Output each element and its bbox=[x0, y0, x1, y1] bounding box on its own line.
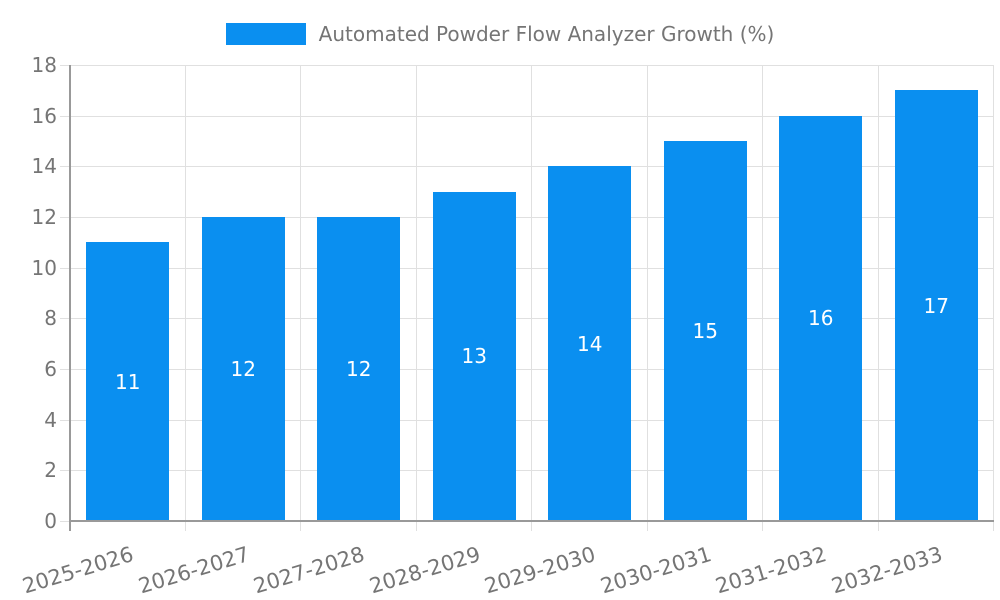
x-tick-label: 2029-2030 bbox=[481, 542, 599, 599]
gridline-vertical bbox=[184, 65, 186, 521]
bar: 13 bbox=[432, 191, 516, 521]
gridline-horizontal bbox=[70, 318, 994, 320]
gridline-horizontal bbox=[70, 115, 994, 117]
bar-value-label: 13 bbox=[461, 344, 487, 369]
y-tick-label: 16 bbox=[31, 103, 57, 128]
gridline-vertical bbox=[415, 65, 417, 521]
bar: 11 bbox=[86, 242, 170, 521]
bar-value-label: 15 bbox=[692, 319, 718, 343]
bar-value-label: 17 bbox=[923, 293, 949, 318]
gridline-horizontal bbox=[70, 217, 994, 218]
x-tick-label: 2027-2028 bbox=[250, 542, 368, 599]
y-axis-line bbox=[69, 65, 71, 531]
y-tick-label: 0 bbox=[44, 509, 57, 533]
x-tick-mark bbox=[877, 521, 879, 531]
y-tick-label: 10 bbox=[31, 255, 57, 280]
y-tick-mark bbox=[60, 369, 70, 370]
x-tick-label: 2025-2026 bbox=[19, 542, 137, 599]
gridline-horizontal bbox=[70, 470, 994, 472]
gridline-vertical bbox=[646, 65, 648, 521]
y-tick-label: 2 bbox=[44, 458, 57, 483]
bar: 16 bbox=[779, 115, 863, 521]
gridline-vertical bbox=[877, 65, 879, 521]
x-tick-label: 2028-2029 bbox=[366, 542, 483, 599]
y-tick-label: 8 bbox=[44, 306, 57, 331]
x-axis-line bbox=[70, 520, 994, 522]
gridline-horizontal bbox=[70, 166, 994, 168]
legend-label: Automated Powder Flow Analyzer Growth (%… bbox=[318, 22, 775, 46]
x-tick-mark bbox=[646, 521, 648, 531]
y-tick-mark bbox=[60, 419, 70, 421]
x-tick-label: 2032-2033 bbox=[828, 542, 945, 599]
bar-value-label: 11 bbox=[115, 369, 141, 394]
bar: 12 bbox=[317, 217, 401, 521]
gridline-horizontal bbox=[70, 267, 994, 269]
x-tick-mark bbox=[531, 521, 532, 531]
y-tick-label: 6 bbox=[44, 357, 57, 381]
y-tick-mark bbox=[60, 115, 70, 117]
x-tick-label: 2031-2032 bbox=[712, 542, 830, 599]
bar-value-label: 12 bbox=[346, 357, 372, 381]
x-tick-mark bbox=[300, 521, 301, 531]
gridline-horizontal bbox=[70, 65, 994, 66]
x-tick-mark bbox=[184, 521, 186, 531]
y-tick-mark bbox=[60, 267, 70, 269]
gridline-vertical bbox=[531, 65, 532, 521]
bar-value-label: 12 bbox=[230, 357, 256, 381]
y-tick-label: 14 bbox=[31, 154, 57, 179]
y-tick-mark bbox=[60, 65, 70, 66]
gridline-vertical bbox=[993, 65, 994, 521]
y-tick-label: 18 bbox=[31, 53, 57, 77]
gridline-horizontal bbox=[70, 369, 994, 370]
y-tick-mark bbox=[60, 470, 70, 472]
x-tick-mark bbox=[993, 521, 994, 531]
y-tick-label: 12 bbox=[31, 205, 57, 229]
chart-legend: Automated Powder Flow Analyzer Growth (%… bbox=[0, 23, 1000, 45]
x-tick-label: 2030-2031 bbox=[597, 542, 714, 599]
bar: 12 bbox=[201, 217, 285, 521]
x-tick-mark bbox=[415, 521, 417, 531]
gridline-vertical bbox=[300, 65, 301, 521]
gridline-horizontal bbox=[70, 419, 994, 421]
legend-swatch-icon bbox=[225, 23, 306, 45]
bar: 15 bbox=[663, 141, 747, 521]
gridline-vertical bbox=[762, 65, 763, 521]
bar-value-label: 16 bbox=[808, 306, 834, 331]
y-tick-label: 4 bbox=[44, 407, 57, 432]
y-tick-mark bbox=[60, 166, 70, 168]
x-tick-label: 2026-2027 bbox=[135, 542, 252, 599]
bar: 14 bbox=[548, 166, 632, 521]
plot-area: 11 12 12 13 14 15 16 17 bbox=[60, 65, 994, 531]
bar: 17 bbox=[894, 90, 978, 521]
y-tick-mark bbox=[60, 217, 70, 218]
bar-value-label: 14 bbox=[577, 331, 603, 356]
y-tick-mark bbox=[60, 521, 70, 522]
y-tick-mark bbox=[60, 318, 70, 320]
x-tick-mark bbox=[762, 521, 763, 531]
